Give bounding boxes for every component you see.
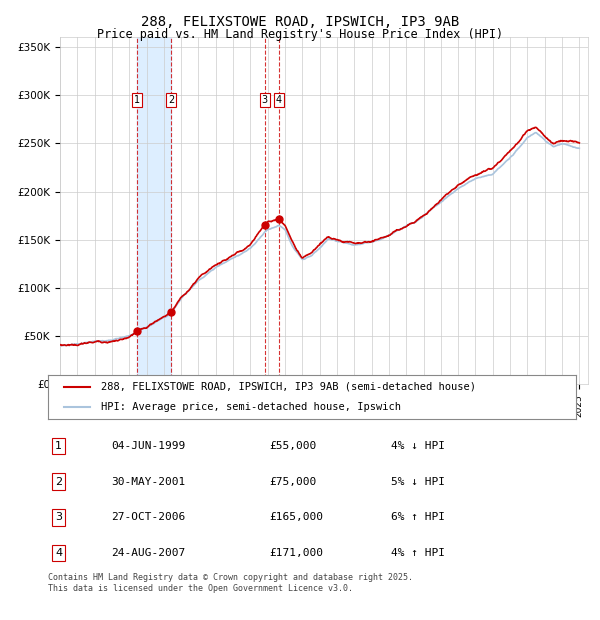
Text: 4% ↓ HPI: 4% ↓ HPI [391, 441, 445, 451]
Text: £75,000: £75,000 [270, 477, 317, 487]
Text: 4: 4 [276, 95, 282, 105]
Text: HPI: Average price, semi-detached house, Ipswich: HPI: Average price, semi-detached house,… [101, 402, 401, 412]
Text: 04-JUN-1999: 04-JUN-1999 [112, 441, 185, 451]
Text: 24-AUG-2007: 24-AUG-2007 [112, 548, 185, 558]
Text: £55,000: £55,000 [270, 441, 317, 451]
Text: £171,000: £171,000 [270, 548, 324, 558]
Text: 2: 2 [168, 95, 174, 105]
Bar [137, 37, 171, 384]
Text: 288, FELIXSTOWE ROAD, IPSWICH, IP3 9AB: 288, FELIXSTOWE ROAD, IPSWICH, IP3 9AB [141, 16, 459, 30]
Text: 3: 3 [262, 95, 268, 105]
Text: 6% ↑ HPI: 6% ↑ HPI [391, 512, 445, 523]
Text: Price paid vs. HM Land Registry's House Price Index (HPI): Price paid vs. HM Land Registry's House … [97, 28, 503, 41]
Text: 4% ↑ HPI: 4% ↑ HPI [391, 548, 445, 558]
Text: 27-OCT-2006: 27-OCT-2006 [112, 512, 185, 523]
Text: 30-MAY-2001: 30-MAY-2001 [112, 477, 185, 487]
Text: 5% ↓ HPI: 5% ↓ HPI [391, 477, 445, 487]
Text: 3: 3 [55, 512, 62, 523]
Text: 1: 1 [55, 441, 62, 451]
Text: 288, FELIXSTOWE ROAD, IPSWICH, IP3 9AB (semi-detached house): 288, FELIXSTOWE ROAD, IPSWICH, IP3 9AB (… [101, 382, 476, 392]
Text: 2: 2 [55, 477, 62, 487]
Text: £165,000: £165,000 [270, 512, 324, 523]
Text: 4: 4 [55, 548, 62, 558]
Text: Contains HM Land Registry data © Crown copyright and database right 2025.
This d: Contains HM Land Registry data © Crown c… [48, 574, 413, 593]
Text: 1: 1 [133, 95, 140, 105]
